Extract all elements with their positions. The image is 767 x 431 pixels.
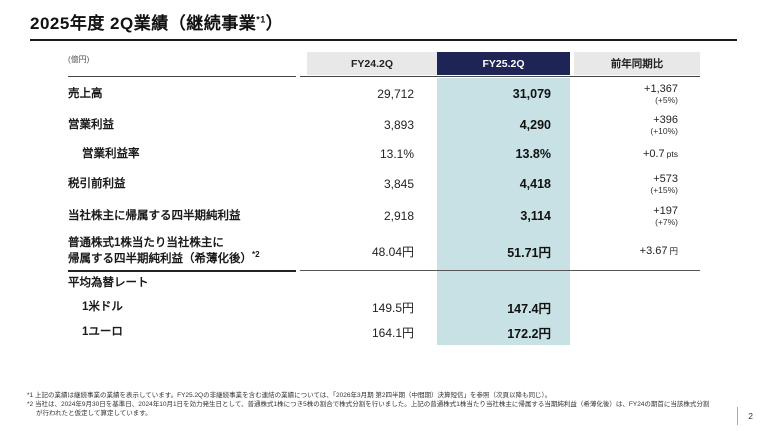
fx-section-header-row: 平均為替レート <box>68 272 700 294</box>
section-divider-values <box>300 270 700 271</box>
fx-row-usd: 1米ドル 149.5円 147.4円 <box>68 294 700 320</box>
header-underline-label <box>68 76 296 77</box>
yoy-value: +573 <box>653 172 678 185</box>
fy24-value: 3,893 <box>383 118 414 132</box>
fy25-value: 51.71円 <box>507 245 551 260</box>
row-label: 営業利益率 <box>82 147 140 160</box>
table-row-eps: 普通株式1株当たり当社株主に 帰属する四半期純利益（希薄化後）*2 48.04円… <box>68 232 700 270</box>
fy24-value: 2,918 <box>383 209 414 223</box>
table-row-operating-margin: 営業利益率 13.1% 13.8% +0.7 pts <box>68 140 700 168</box>
page-title: 2025年度 2Q業績（継続事業*1） <box>30 9 737 34</box>
column-header-fy24: FY24.2Q <box>307 52 437 75</box>
footnote-1: *1 上記の業績は継続事業の業績を表示しています。FY25.2Qの非継続事業を含… <box>27 392 552 399</box>
fy25-value: 4,290 <box>519 118 551 132</box>
yoy-unit: pts <box>666 148 678 159</box>
table-row-revenue: 売上高 29,712 31,079 +1,367 (+5%) <box>68 78 700 110</box>
unit-label: (億円) <box>68 55 90 64</box>
fy25-highlight-column <box>437 78 570 345</box>
fy24-value: 149.5円 <box>371 300 414 315</box>
row-label: 1ユーロ <box>82 326 123 339</box>
yoy-percent: (+15%) <box>650 185 678 196</box>
row-label: 税引前利益 <box>68 177 126 190</box>
yoy-number: +0.7 <box>642 147 665 160</box>
fy24-value: 164.1円 <box>371 326 414 340</box>
yoy-percent: (+7%) <box>655 217 678 228</box>
fy25-value: 3,114 <box>520 209 551 223</box>
row-label: 1米ドル <box>82 300 123 313</box>
fy24-value: 13.1% <box>379 147 414 161</box>
footnote-2: *2 当社は、2024年9月30日を基準日、2024年10月1日を効力発生日とし… <box>27 400 710 417</box>
row-label-line2: 帰属する四半期純利益（希薄化後） <box>68 252 252 265</box>
fy25-value: 31,079 <box>512 87 551 101</box>
page-number: 2 <box>748 411 753 421</box>
column-header-yoy: 前年同期比 <box>574 52 700 75</box>
fy25-value: 147.4円 <box>507 301 551 316</box>
fy25-value: 4,418 <box>519 177 551 191</box>
page-number-separator <box>737 407 739 425</box>
page-title-close: ） <box>265 14 284 33</box>
fy24-value: 48.04円 <box>371 244 414 259</box>
row-label: 営業利益 <box>68 118 114 131</box>
page-title-footnote-ref: *1 <box>256 14 266 25</box>
yoy-value: +1,367 <box>644 82 678 95</box>
row-label: 普通株式1株当たり当社株主に 帰属する四半期純利益（希薄化後）*2 <box>68 232 300 270</box>
page-number-box: 2 <box>737 407 753 425</box>
title-underline: 2025年度 2Q業績（継続事業*1） <box>30 9 737 41</box>
yoy-number: +3.67 <box>639 244 668 257</box>
row-label-footnote-ref: *2 <box>252 250 260 260</box>
footnotes: *1 上記の業績は継続事業の業績を表示しています。FY25.2Qの非継続事業を含… <box>27 392 715 418</box>
fy25-value: 13.8% <box>515 147 551 161</box>
section-divider <box>68 270 700 272</box>
table-row-pretax-profit: 税引前利益 3,845 4,418 +573 (+15%) <box>68 168 700 200</box>
yoy-percent: (+10%) <box>650 126 678 137</box>
yoy-value: +0.7 pts <box>643 148 700 161</box>
yoy-value: +396 <box>653 113 678 126</box>
row-label-line1: 普通株式1株当たり当社株主に <box>68 236 224 249</box>
section-divider-label <box>68 270 296 272</box>
column-header-fy25: FY25.2Q <box>437 52 570 75</box>
fy25-value: 172.2円 <box>507 327 551 341</box>
fy24-value: 3,845 <box>383 177 414 191</box>
fx-row-eur: 1ユーロ 164.1円 172.2円 <box>68 320 700 345</box>
table-row-operating-profit: 営業利益 3,893 4,290 +396 (+10%) <box>68 110 700 140</box>
results-table: (億円) FY24.2Q FY25.2Q 前年同期比 売上高 29,712 31… <box>68 52 700 345</box>
fy24-value: 29,712 <box>377 87 414 101</box>
yoy-unit: 円 <box>669 245 678 256</box>
page-title-text: 2025年度 2Q業績（継続事業 <box>30 14 257 33</box>
fx-section-header: 平均為替レート <box>68 276 149 289</box>
table-header-row: (億円) FY24.2Q FY25.2Q 前年同期比 <box>68 52 700 75</box>
yoy-percent: (+5%) <box>655 95 678 106</box>
yoy-value: +3.67 円 <box>640 245 700 258</box>
header-underline-values <box>300 76 700 77</box>
row-label: 売上高 <box>68 87 103 100</box>
row-label: 当社株主に帰属する四半期純利益 <box>68 209 241 222</box>
table-row-net-income: 当社株主に帰属する四半期純利益 2,918 3,114 +197 (+7%) <box>68 200 700 232</box>
yoy-value: +197 <box>653 204 678 217</box>
